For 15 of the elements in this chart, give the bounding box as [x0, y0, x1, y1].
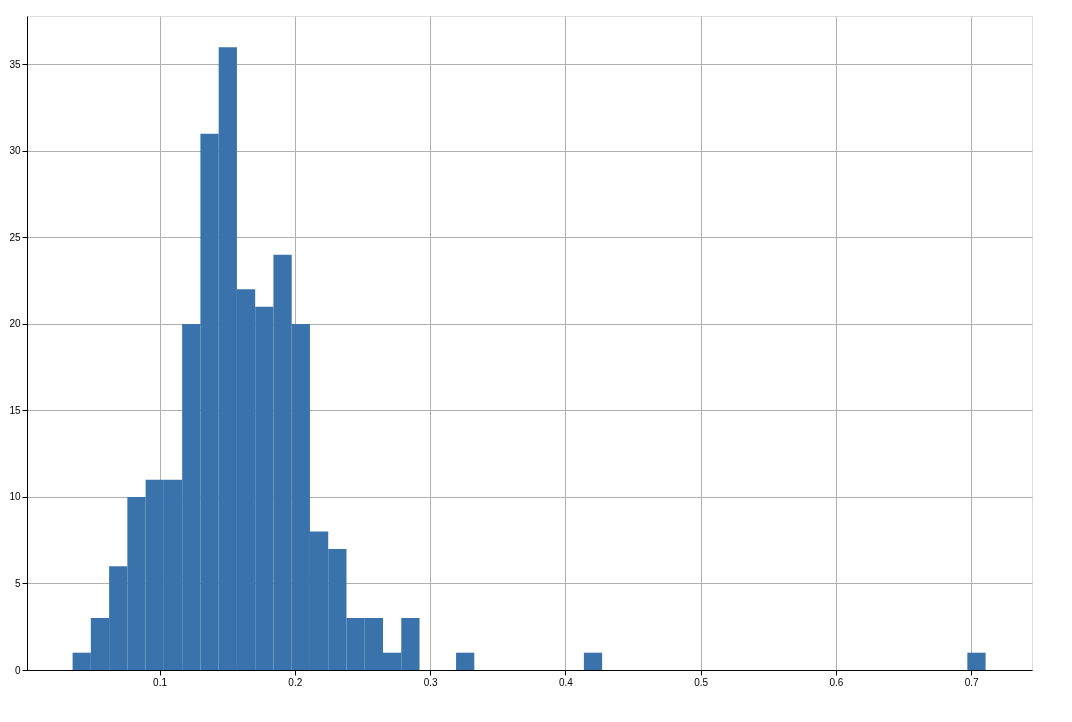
y-tick-label: 10 — [9, 491, 21, 503]
x-tick-label: 0.5 — [694, 676, 709, 688]
y-tick-label: 25 — [9, 231, 21, 243]
y-tick-label: 35 — [9, 58, 21, 70]
x-tick-label: 0.1 — [153, 676, 168, 688]
y-tick-label: 20 — [9, 318, 21, 330]
x-tick-label: 0.7 — [964, 676, 980, 688]
x-tick-label: 0.6 — [829, 676, 844, 688]
y-tick-label: 30 — [9, 145, 21, 157]
y-tick-label: 15 — [9, 404, 21, 416]
x-tick-label: 0.3 — [423, 676, 438, 688]
y-tick-label: 0 — [14, 664, 21, 676]
x-tick-label: 0.2 — [288, 676, 303, 688]
x-tick-label: 0.4 — [558, 676, 574, 688]
y-tick-label: 5 — [14, 577, 21, 589]
